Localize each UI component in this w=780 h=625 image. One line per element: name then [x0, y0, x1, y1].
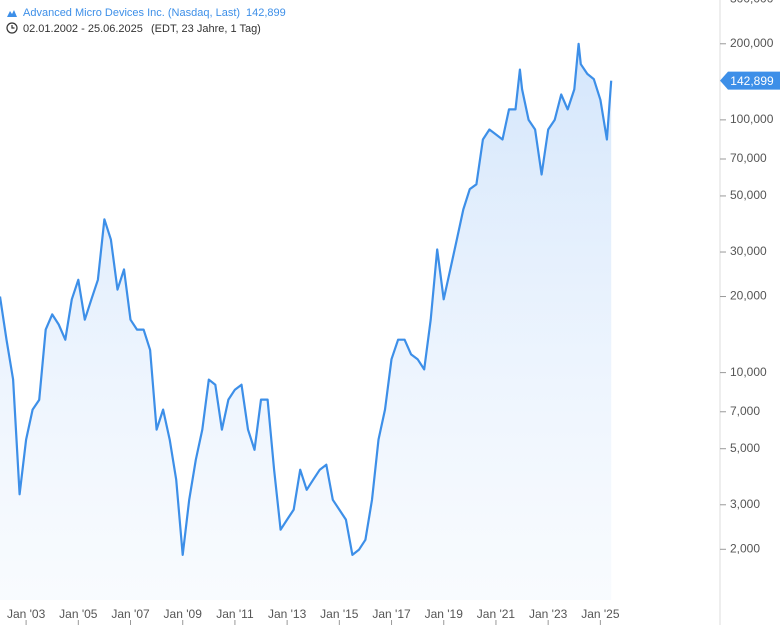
y-tick-label: 20,000: [730, 289, 767, 303]
date-range: 02.01.2002 - 25.06.2025: [23, 23, 143, 35]
x-tick-label: Jan '07: [111, 607, 150, 621]
x-tick-label: Jan '23: [529, 607, 568, 621]
x-tick-label: Jan '13: [268, 607, 307, 621]
x-tick-label: Jan '11: [216, 607, 254, 621]
x-tick-label: Jan '03: [7, 607, 46, 621]
current-tag: [720, 71, 780, 90]
x-tick-label: Jan '17: [372, 607, 411, 621]
y-tick-label: 30,000: [730, 244, 767, 258]
clock-hands: [11, 25, 15, 29]
price-line: [0, 42, 613, 556]
x-tick-label: Jan '09: [164, 607, 203, 621]
y-tick-label: 50,000: [730, 188, 767, 202]
current-value: 142,899: [246, 7, 286, 19]
x-tick-label: Jan '19: [425, 607, 464, 621]
chart-title: Advanced Micro Devices Inc. (Nasdaq, Las…: [23, 7, 240, 19]
y-tick-label: 7,000: [730, 404, 760, 418]
x-tick-label: Jan '25: [581, 607, 620, 621]
y-tick-label: 5,000: [730, 441, 760, 455]
range-note: (EDT, 23 Jahre, 1 Tag): [151, 23, 261, 35]
area-fill: [0, 43, 612, 601]
y-tick-label: 2,000: [730, 541, 760, 555]
y-tick-label: 200,000: [730, 36, 774, 50]
y-tick-label: 3,000: [730, 497, 760, 511]
current-tag-label: 142,899: [730, 74, 774, 88]
plot-area: [0, 42, 613, 601]
x-tick-label: Jan '15: [320, 607, 359, 621]
y-tick-label: 300,000: [730, 0, 774, 5]
y-tick-label: 10,000: [730, 365, 767, 379]
chart-icon: [7, 10, 17, 17]
x-tick-label: Jan '21: [477, 607, 516, 621]
y-tick-label: 100,000: [730, 112, 774, 126]
clock-icon: [6, 22, 18, 34]
y-tick-label: 70,000: [730, 151, 767, 165]
x-tick-label: Jan '05: [59, 607, 98, 621]
header-bg: [0, 0, 300, 38]
